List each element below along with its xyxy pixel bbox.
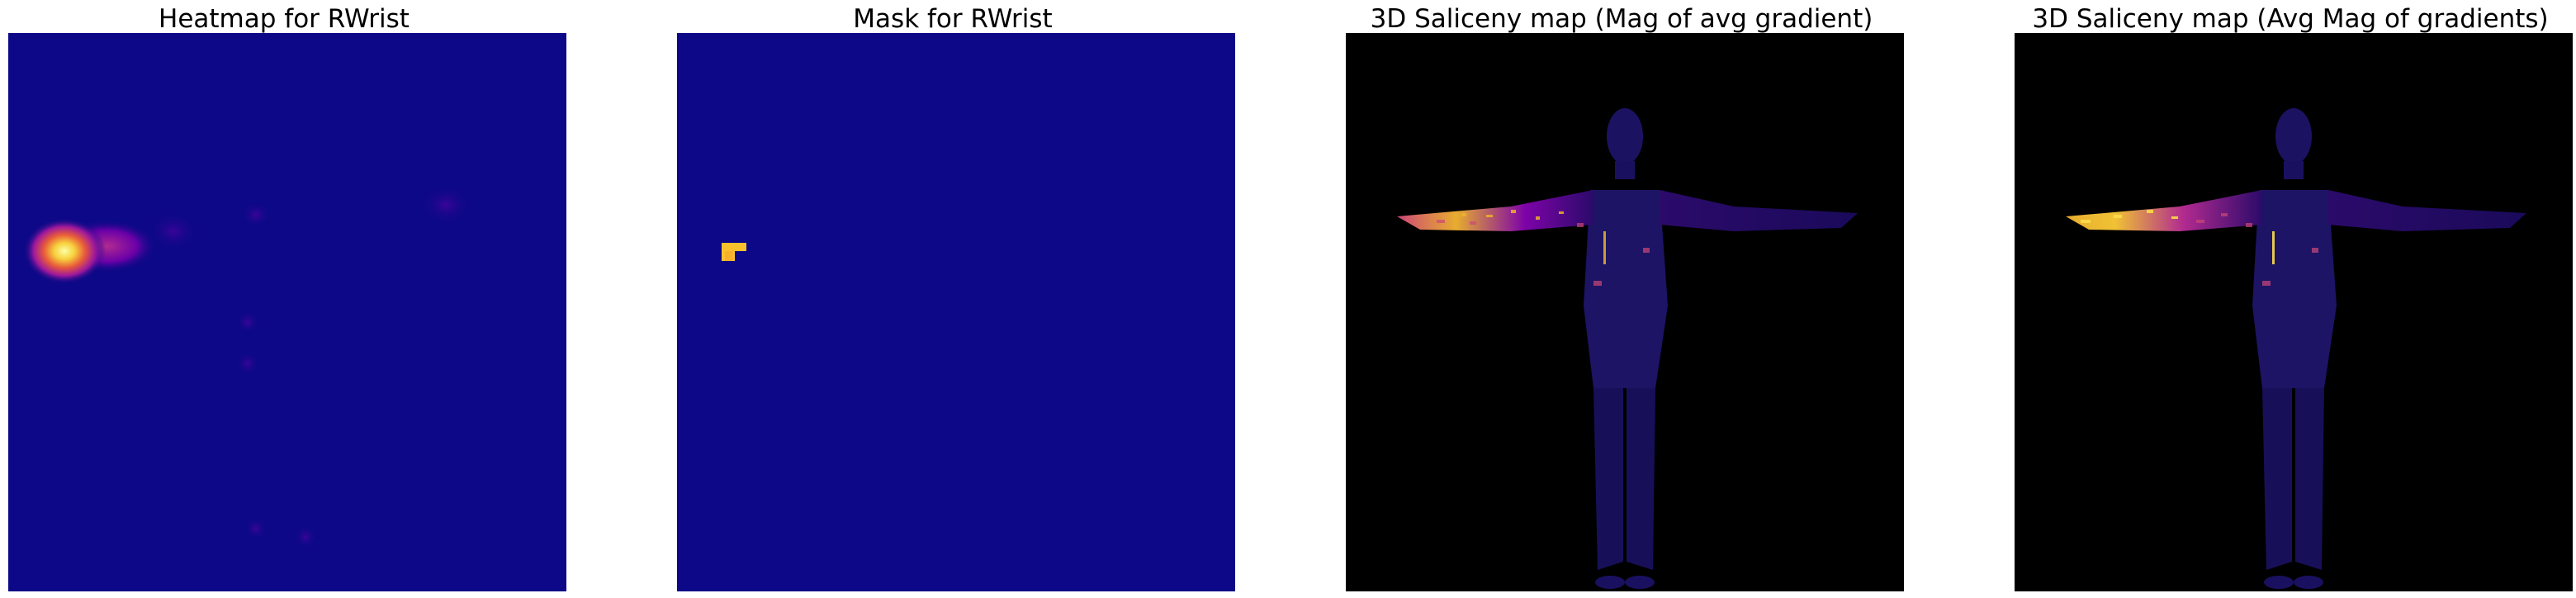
saliency-map-avg-magnitude-image [2015, 33, 2573, 591]
saliency-map-avg-gradient-image [1346, 33, 1904, 591]
saliency-map-avg-magnitude-title: 3D Saliceny map (Avg Mag of gradients) [2032, 4, 2549, 34]
mask-image [677, 33, 1235, 591]
saliency-map-avg-gradient-title: 3D Saliceny map (Mag of avg gradient) [1370, 4, 1873, 34]
mask-title: Mask for RWrist [853, 4, 1053, 34]
heatmap-image [8, 33, 566, 591]
heatmap-title: Heatmap for RWrist [159, 4, 410, 34]
